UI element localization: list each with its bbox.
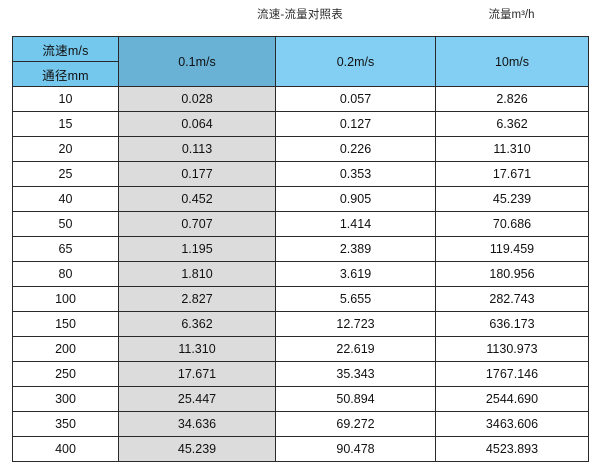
table-row: 400 45.239 90.478 4523.893 [12, 436, 589, 462]
cell-flow-0: 25.447 [118, 386, 276, 412]
corner-header-velocity: 流速m/s [12, 36, 119, 62]
cell-flow-1: 50.894 [275, 386, 436, 412]
table-row: 100 2.827 5.655 282.743 [12, 286, 589, 312]
corner-header-diameter: 通径mm [12, 61, 119, 87]
cell-flow-1: 0.127 [275, 111, 436, 137]
cell-diameter: 250 [12, 361, 119, 387]
cell-diameter: 65 [12, 236, 119, 262]
cell-flow-2: 2.826 [435, 86, 589, 112]
cell-flow-0: 0.707 [118, 211, 276, 237]
cell-flow-0: 34.636 [118, 411, 276, 437]
cell-flow-2: 636.173 [435, 311, 589, 337]
cell-flow-2: 3463.606 [435, 411, 589, 437]
table-row: 65 1.195 2.389 119.459 [12, 236, 589, 262]
cell-diameter: 150 [12, 311, 119, 337]
table-row: 200 11.310 22.619 1130.973 [12, 336, 589, 362]
cell-flow-2: 282.743 [435, 286, 589, 312]
cell-flow-0: 45.239 [118, 436, 276, 462]
page-title: 流速-流量对照表 [257, 9, 343, 21]
table-row: 300 25.447 50.894 2544.690 [12, 386, 589, 412]
cell-flow-2: 6.362 [435, 111, 589, 137]
column-header-1: 0.2m/s [275, 36, 436, 87]
cell-diameter: 20 [12, 136, 119, 162]
cell-diameter: 300 [12, 386, 119, 412]
table-row: 15 0.064 0.127 6.362 [12, 111, 589, 137]
column-header-0: 0.1m/s [118, 36, 276, 87]
cell-flow-0: 0.028 [118, 86, 276, 112]
cell-flow-1: 0.057 [275, 86, 436, 112]
table-row: 40 0.452 0.905 45.239 [12, 186, 589, 212]
velocity-flow-table: 流速m/s 0.1m/s 0.2m/s 10m/s 通径mm 10 0.028 0.… [12, 36, 589, 462]
cell-diameter: 15 [12, 111, 119, 137]
table-row: 350 34.636 69.272 3463.606 [12, 411, 589, 437]
cell-flow-0: 2.827 [118, 286, 276, 312]
cell-flow-1: 12.723 [275, 311, 436, 337]
cell-flow-1: 1.414 [275, 211, 436, 237]
cell-flow-0: 0.177 [118, 161, 276, 187]
cell-flow-2: 1767.146 [435, 361, 589, 387]
column-header-2: 10m/s [435, 36, 589, 87]
cell-flow-2: 45.239 [435, 186, 589, 212]
cell-flow-2: 17.671 [435, 161, 589, 187]
cell-flow-1: 22.619 [275, 336, 436, 362]
table-row: 20 0.113 0.226 11.310 [12, 136, 589, 162]
caption-strip: 流速-流量对照表 流量m³/h [0, 0, 600, 36]
cell-diameter: 100 [12, 286, 119, 312]
cell-diameter: 10 [12, 86, 119, 112]
cell-flow-2: 180.956 [435, 261, 589, 287]
cell-flow-1: 0.905 [275, 186, 436, 212]
cell-diameter: 80 [12, 261, 119, 287]
table-row: 150 6.362 12.723 636.173 [12, 311, 589, 337]
cell-flow-1: 2.389 [275, 236, 436, 262]
cell-flow-0: 11.310 [118, 336, 276, 362]
cell-flow-1: 90.478 [275, 436, 436, 462]
velocity-flow-table-wrapper: 流速m/s 0.1m/s 0.2m/s 10m/s 通径mm 10 0.028 0.… [12, 36, 589, 462]
table-row: 50 0.707 1.414 70.686 [12, 211, 589, 237]
cell-flow-0: 1.195 [118, 236, 276, 262]
cell-flow-1: 3.619 [275, 261, 436, 287]
cell-flow-1: 0.353 [275, 161, 436, 187]
cell-flow-0: 17.671 [118, 361, 276, 387]
cell-flow-2: 70.686 [435, 211, 589, 237]
table-row: 10 0.028 0.057 2.826 [12, 86, 589, 112]
cell-diameter: 400 [12, 436, 119, 462]
cell-flow-1: 35.343 [275, 361, 436, 387]
cell-flow-0: 1.810 [118, 261, 276, 287]
cell-diameter: 40 [12, 186, 119, 212]
cell-flow-2: 4523.893 [435, 436, 589, 462]
cell-flow-1: 0.226 [275, 136, 436, 162]
cell-diameter: 25 [12, 161, 119, 187]
cell-diameter: 50 [12, 211, 119, 237]
cell-flow-0: 0.113 [118, 136, 276, 162]
table-row: 80 1.810 3.619 180.956 [12, 261, 589, 287]
cell-flow-1: 5.655 [275, 286, 436, 312]
cell-flow-0: 6.362 [118, 311, 276, 337]
cell-diameter: 350 [12, 411, 119, 437]
cell-flow-0: 0.452 [118, 186, 276, 212]
cell-flow-2: 1130.973 [435, 336, 589, 362]
table-row: 250 17.671 35.343 1767.146 [12, 361, 589, 387]
flow-unit-label: 流量m³/h [488, 9, 535, 21]
cell-diameter: 200 [12, 336, 119, 362]
table-row: 25 0.177 0.353 17.671 [12, 161, 589, 187]
cell-flow-2: 119.459 [435, 236, 589, 262]
cell-flow-0: 0.064 [118, 111, 276, 137]
cell-flow-2: 2544.690 [435, 386, 589, 412]
cell-flow-2: 11.310 [435, 136, 589, 162]
table-header-row-top: 流速m/s 0.1m/s 0.2m/s 10m/s [12, 36, 589, 87]
cell-flow-1: 69.272 [275, 411, 436, 437]
